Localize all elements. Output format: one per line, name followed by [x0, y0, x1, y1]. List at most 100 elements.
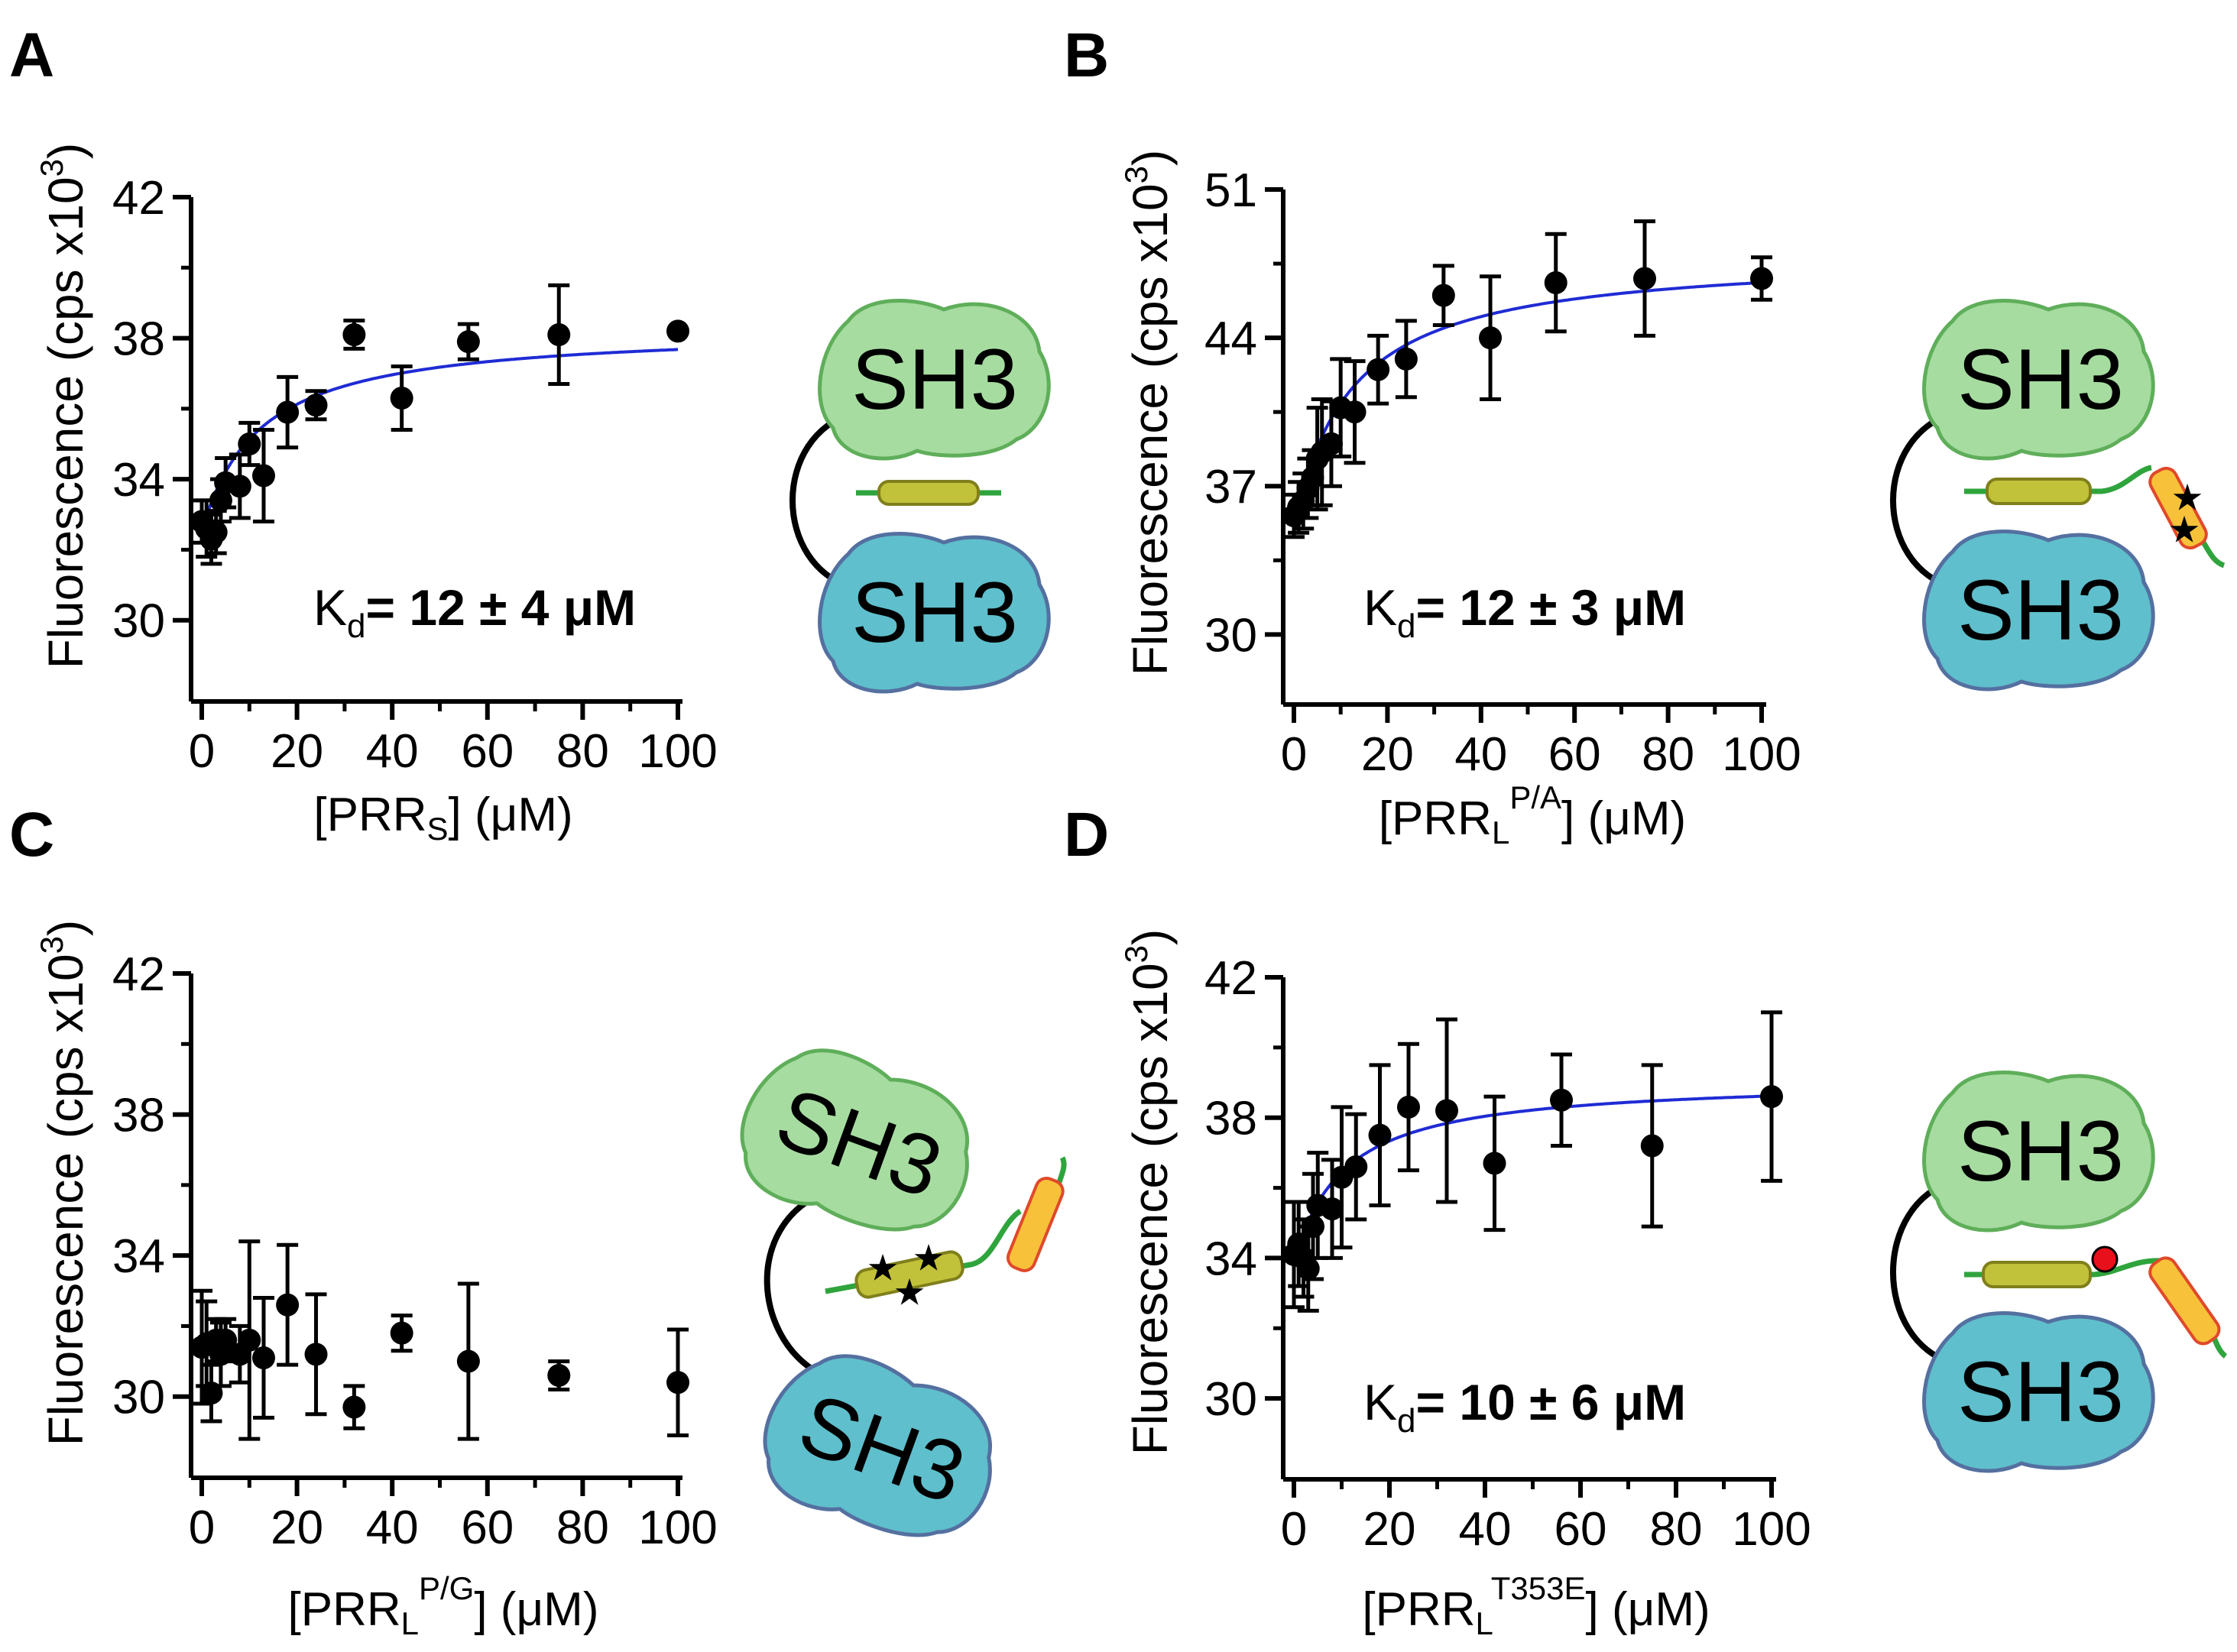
x-tick-label-d-4: 80 — [1650, 1503, 1703, 1556]
ylabel-b: Fluorescence (cps x103) — [1118, 150, 1178, 676]
data-point-b-13 — [1479, 326, 1503, 350]
y-tick-label-c-2: 38 — [112, 1090, 165, 1142]
sh3-top-domain-c — [740, 1048, 969, 1232]
xlabel-suffix-b: ] (μM) — [1561, 792, 1686, 845]
x-tick-label-d-5: 100 — [1732, 1503, 1811, 1556]
data-point-a-10 — [304, 394, 328, 417]
ylabel-close-c: ) — [38, 920, 93, 936]
phospho-mimetic-dot-d — [2091, 1245, 2119, 1273]
sh3-top-label-b: SH3 — [1957, 332, 2124, 427]
data-point-d-9 — [1368, 1123, 1392, 1147]
prr-helix-d — [1982, 1261, 2092, 1288]
sh3-top-label-d: SH3 — [1957, 1103, 2124, 1199]
mutation-star-b2: ★ — [2171, 513, 2198, 547]
ylabel-d: Fluorescence (cps x103) — [1118, 929, 1178, 1456]
data-point-b-10 — [1367, 358, 1390, 381]
y-tick-label-b-0: 30 — [1204, 609, 1257, 662]
data-point-d-8 — [1344, 1155, 1368, 1179]
xlabel-sup-d: T353E — [1491, 1570, 1586, 1606]
chart-b: 30 37 44 51 0 20 40 60 80 100 — [1204, 164, 1801, 781]
y-tick-label-b-1: 37 — [1204, 461, 1257, 513]
xlabel-sup-b: P/A — [1509, 779, 1561, 815]
xlabel-prefix-d: [PRR — [1362, 1583, 1475, 1636]
ylabel-c: Fluorescence (cps x103) — [34, 920, 93, 1446]
y-tick-label-d-3: 42 — [1204, 952, 1257, 1005]
xlabel-d: [PRRLT353E] (μM) — [1362, 1570, 1710, 1641]
kd-annotation-b: Kd= 12 ± 3 μM — [1363, 579, 1686, 645]
data-point-c-9 — [276, 1293, 300, 1317]
data-point-d-15 — [1760, 1085, 1783, 1109]
x-tick-label-c-2: 40 — [366, 1501, 419, 1554]
kd-value-b: = 12 ± 3 μM — [1416, 579, 1687, 636]
xlabel-sub-c: L — [401, 1605, 419, 1641]
y-tick-label-d-1: 34 — [1204, 1233, 1257, 1285]
linker-arc-b — [1890, 410, 1957, 591]
panel-c: C 30 34 38 42 0 20 40 60 80 100 Fluorescence (cps… — [9, 800, 1067, 1641]
x-tick-label-d-0: 0 — [1281, 1503, 1307, 1556]
svg-text:Fluorescence (cps x103): Fluorescence (cps x103) — [1118, 150, 1178, 676]
panel-label-a: A — [9, 21, 54, 90]
y-tick-label-c-3: 42 — [112, 948, 165, 1001]
prr-tail-helix-d — [2148, 1256, 2221, 1346]
x-tick-label-b-1: 20 — [1361, 728, 1414, 781]
x-tick-label-d-2: 40 — [1459, 1503, 1512, 1556]
panel-label-b: B — [1064, 21, 1109, 90]
ylabel-close-a: ) — [38, 143, 93, 159]
data-point-c-15 — [666, 1371, 689, 1394]
xlabel-c: [PRRLP/G] (μM) — [288, 1570, 599, 1641]
linker-arc-c — [763, 1197, 812, 1371]
x-tick-label-d-3: 60 — [1555, 1503, 1607, 1556]
data-point-a-13 — [456, 330, 480, 354]
prr-linker-d — [1964, 1258, 2164, 1278]
sh3-top-domain-b — [1922, 299, 2155, 461]
data-point-a-7 — [238, 432, 261, 455]
data-point-c-13 — [456, 1349, 480, 1373]
mutation-star-c3: ★ — [896, 1276, 923, 1310]
kd-sub-b: d — [1397, 607, 1415, 645]
prr-helix-b — [1986, 478, 2092, 505]
xlabel-sub-b: L — [1492, 815, 1509, 850]
x-tick-label-c-5: 100 — [638, 1501, 717, 1554]
x-tick-label-c-0: 0 — [189, 1501, 215, 1554]
data-point-a-9 — [276, 400, 300, 424]
data-point-d-3 — [1296, 1257, 1320, 1281]
kd-k-b: K — [1363, 579, 1397, 636]
data-point-a-6 — [228, 475, 251, 498]
mutation-star-c2: ★ — [915, 1242, 942, 1275]
x-tick-label-b-4: 80 — [1642, 728, 1694, 781]
x-tick-label-a-5: 100 — [638, 725, 717, 778]
x-tick-label-b-2: 40 — [1454, 728, 1507, 781]
data-point-a-15 — [666, 319, 689, 343]
data-point-c-12 — [390, 1321, 413, 1345]
x-tick-label-b-5: 100 — [1722, 728, 1801, 781]
y-tick-label-d-0: 30 — [1204, 1373, 1257, 1426]
sh3-top-label-a: SH3 — [851, 332, 1018, 427]
prr-tail-linker-c — [1055, 1156, 1067, 1186]
data-point-d-13 — [1550, 1088, 1573, 1112]
schematic-d: SH3 SH3 — [1890, 1071, 2228, 1473]
xlabel-sup-c: P/G — [419, 1570, 474, 1606]
schematic-a: SH3 SH3 — [789, 299, 1051, 694]
chart-a: 30 34 38 42 0 20 40 60 80 100 — [112, 172, 718, 778]
kd-value-d: = 10 ± 6 μM — [1416, 1374, 1687, 1430]
data-point-d-4 — [1302, 1215, 1324, 1239]
xlabel-prefix-b: [PRR — [1379, 792, 1492, 845]
fit-curve-d — [1292, 1094, 1772, 1266]
ylabel-sup-b: 3 — [1118, 166, 1154, 183]
y-tick-label-a-1: 34 — [112, 454, 165, 507]
data-point-a-8 — [251, 464, 275, 488]
x-tick-label-c-3: 60 — [461, 1501, 514, 1554]
panel-label-c: C — [9, 800, 54, 870]
data-point-d-11 — [1435, 1099, 1458, 1122]
panel-a: A 30 34 38 42 0 20 40 60 80 100 Fluorescence (cps… — [9, 21, 1051, 847]
svg-text:Fluorescence (cps x103): Fluorescence (cps x103) — [34, 920, 93, 1446]
x-tick-label-a-2: 40 — [366, 725, 419, 778]
x-tick-label-b-0: 0 — [1281, 728, 1307, 781]
xlabel-prefix-c: [PRR — [288, 1583, 401, 1636]
xlabel-sub-d: L — [1476, 1605, 1493, 1641]
data-point-b-7 — [1319, 432, 1343, 455]
sh3-top-domain-d — [1922, 1071, 2155, 1233]
data-point-b-11 — [1394, 347, 1418, 371]
sh3-bottom-label-a: SH3 — [851, 565, 1018, 660]
sh3-bottom-domain-a — [818, 532, 1051, 694]
